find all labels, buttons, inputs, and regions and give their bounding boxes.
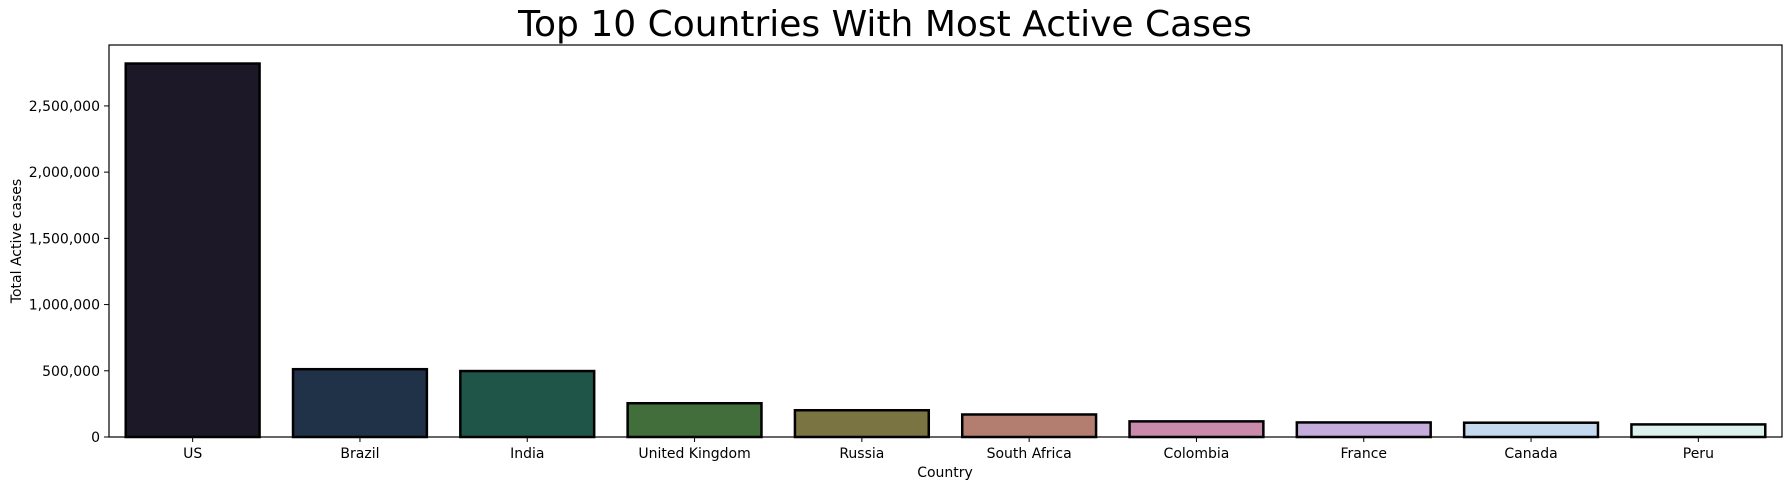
y-tick-label: 1,000,000 [29,298,100,314]
bar-peru [1630,423,1767,439]
bar-france [1295,421,1432,439]
bars-group [124,62,1767,439]
y-tick-label: 0 [91,430,100,446]
bar-colombia [1128,420,1265,439]
bar-canada [1462,421,1600,439]
x-tick-label: France [1340,446,1387,462]
bar-south-africa [960,413,1098,439]
y-tick-label: 2,500,000 [29,99,100,115]
y-tick-label: 500,000 [42,364,100,380]
x-tick-label: Colombia [1164,446,1230,462]
bar-us [124,62,261,439]
x-tick-label: India [510,446,544,462]
y-tick-label: 2,000,000 [29,165,100,181]
y-axis: 0 500,000 1,000,000 1,500,000 2,000,000 2,500… [29,99,109,446]
bar-russia [793,408,931,439]
x-tick-label: Peru [1683,446,1714,462]
bar-brazil [291,367,429,439]
plot-frame [108,44,1783,438]
y-axis-label: Total Active cases [9,179,25,304]
bar-united-kingdom [626,401,763,439]
bar-india [459,369,596,439]
x-tick-label: South Africa [987,446,1072,462]
chart-title: Top 10 Countries With Most Active Cases [517,4,1252,45]
x-tick-label: Russia [839,446,884,462]
y-tick-label: 1,500,000 [29,231,100,247]
x-tick-label: Canada [1504,446,1557,462]
x-tick-label: US [183,446,202,462]
x-axis: US Brazil India United Kingdom Russia South A… [183,437,1714,462]
x-axis-label: Country [917,465,973,481]
x-tick-label: United Kingdom [638,446,750,462]
x-tick-label: Brazil [340,446,379,462]
